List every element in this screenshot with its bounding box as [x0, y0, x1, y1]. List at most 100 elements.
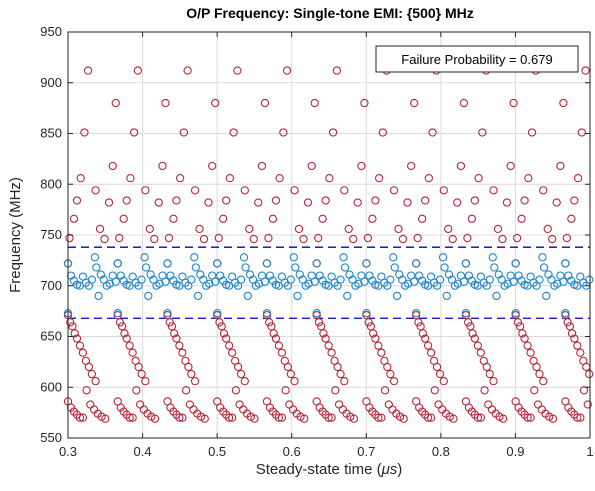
fail-point — [233, 362, 243, 372]
fail-point — [478, 128, 487, 137]
fail-point — [377, 413, 386, 422]
fail-point — [430, 386, 439, 395]
fail-point — [386, 369, 395, 379]
fail-point — [539, 377, 548, 386]
fail-point — [254, 198, 263, 207]
fail-point — [187, 369, 196, 379]
fail-point — [535, 369, 544, 379]
fail-point — [506, 161, 515, 171]
pass-point — [163, 259, 172, 268]
pass-point — [362, 259, 371, 268]
pass-point — [213, 259, 222, 268]
fail-point — [95, 224, 105, 234]
pass-point — [389, 253, 398, 262]
fail-point — [463, 318, 473, 327]
fail-point — [473, 413, 482, 422]
fail-point — [91, 377, 100, 386]
pass-point — [239, 253, 249, 262]
fail-point — [449, 414, 458, 423]
x-tick-label: 0.8 — [432, 444, 450, 459]
fail-point — [126, 174, 135, 183]
fail-point — [423, 413, 433, 422]
fail-point — [570, 334, 579, 343]
fail-point — [332, 66, 341, 75]
fail-point — [340, 186, 349, 195]
pass-point — [461, 259, 471, 268]
pass-point — [442, 291, 451, 301]
fail-point — [128, 413, 137, 422]
fail-point — [389, 186, 399, 195]
fail-point — [303, 198, 313, 207]
fail-point — [324, 341, 333, 350]
fail-point — [78, 348, 88, 357]
fail-point — [399, 414, 408, 423]
fail-point — [115, 233, 124, 243]
fail-point — [70, 329, 79, 338]
fail-point — [178, 413, 187, 422]
fail-point — [91, 186, 100, 195]
pass-point — [410, 277, 419, 286]
fail-point — [179, 128, 189, 137]
fail-point — [423, 341, 433, 350]
fail-point — [175, 341, 184, 350]
pass-point — [213, 308, 222, 318]
fail-point — [577, 128, 586, 137]
pass-point — [161, 277, 170, 286]
pass-point — [254, 279, 264, 288]
pass-point — [211, 277, 220, 286]
tick-layer: 0.3 0.4 0.5 0.6 0.7 0.8 0.9 1 550 600 650 700 750 800… — [40, 24, 593, 459]
chart-title: O/P Frequency: Single-tone EMI: {500} MH… — [186, 5, 474, 21]
fail-point — [286, 369, 295, 379]
fail-point — [150, 234, 159, 244]
y-tick-label: 950 — [40, 24, 62, 39]
pass-point — [459, 277, 469, 286]
fail-point — [319, 329, 328, 338]
fail-point — [231, 386, 241, 395]
fail-point — [509, 98, 518, 108]
fail-point — [485, 369, 494, 379]
fail-point — [200, 414, 209, 423]
fail-point — [199, 234, 209, 244]
pass-point — [539, 263, 549, 272]
fail-point — [211, 98, 220, 108]
fail-point — [331, 386, 340, 395]
x-tick-label: 0.4 — [134, 444, 152, 459]
fail-point — [548, 414, 558, 423]
fail-point — [328, 128, 338, 137]
fail-point — [277, 413, 287, 422]
fail-point — [195, 224, 204, 234]
fail-point — [581, 66, 590, 75]
fail-point — [119, 214, 128, 223]
fail-point — [82, 386, 91, 395]
pass-point — [94, 291, 103, 301]
fail-point — [275, 174, 284, 183]
fail-point — [374, 341, 383, 350]
fail-point — [290, 377, 299, 386]
fail-point — [570, 196, 579, 205]
fail-point — [118, 322, 127, 331]
fail-point — [76, 174, 85, 183]
y-tick-label: 700 — [40, 278, 62, 293]
pass-point — [243, 291, 252, 301]
fail-point — [137, 369, 146, 379]
fail-point — [499, 414, 508, 423]
fail-point — [271, 196, 281, 205]
pass-point — [293, 291, 302, 301]
fail-point — [526, 348, 535, 357]
fail-point — [420, 196, 430, 205]
x-tick-label: 0.5 — [208, 444, 226, 459]
fail-point — [264, 233, 273, 243]
pass-point — [453, 279, 463, 288]
x-tick-label: 1 — [586, 444, 593, 459]
fail-point — [573, 413, 582, 422]
pass-point — [485, 275, 494, 284]
pass-point — [310, 277, 319, 286]
fail-point — [583, 400, 592, 409]
fail-point — [467, 214, 477, 223]
fail-point — [502, 198, 512, 207]
fail-point — [573, 174, 583, 183]
pass-point — [488, 253, 497, 262]
pass-point — [155, 279, 164, 288]
fail-point — [448, 234, 457, 244]
